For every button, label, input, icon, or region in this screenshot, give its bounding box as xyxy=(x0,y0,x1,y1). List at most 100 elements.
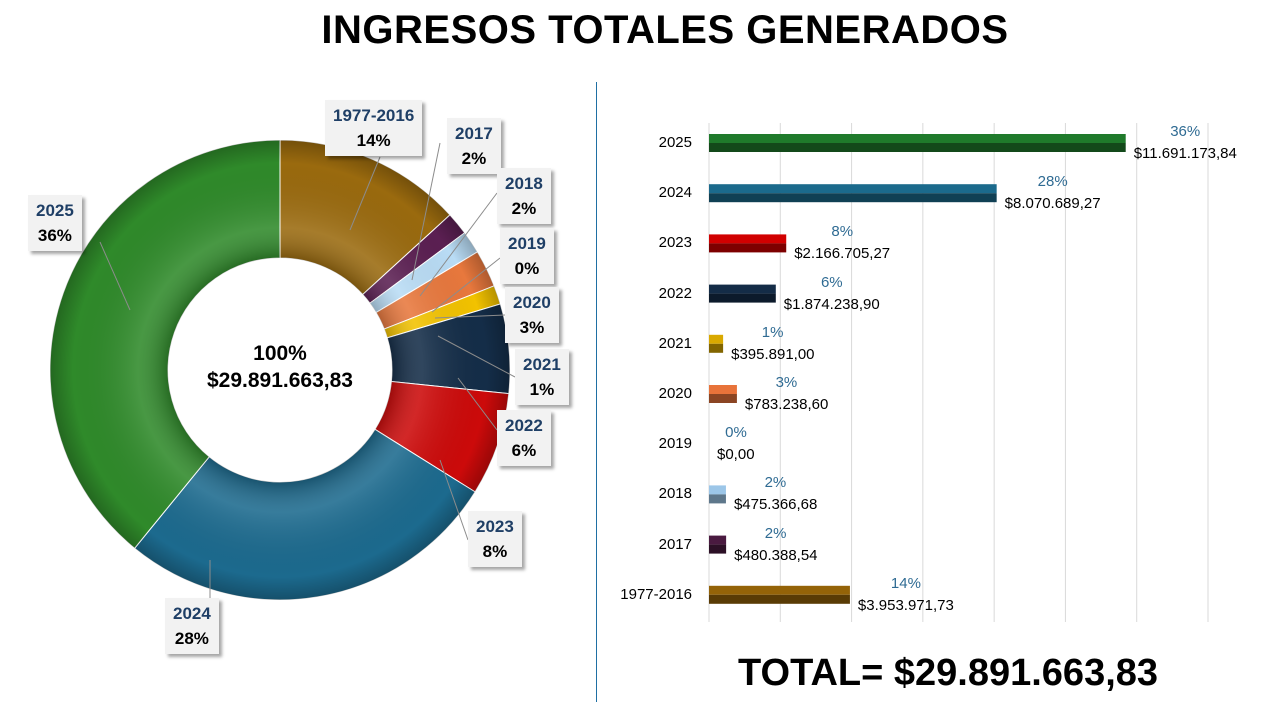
bar-shadow xyxy=(709,394,737,403)
donut-label: 2017 2% xyxy=(447,118,501,174)
donut-label-percent: 36% xyxy=(37,226,72,245)
donut-label: 2021 1% xyxy=(515,349,569,405)
bar-shadow xyxy=(709,193,997,203)
leader-line xyxy=(431,257,501,313)
donut-label-category: 2018 xyxy=(505,174,543,193)
bar-value-label: $2.166.705,27 xyxy=(794,245,891,263)
bar-percent-label: 2% xyxy=(764,474,787,492)
donut-label-category: 2021 xyxy=(523,355,561,374)
leader-line xyxy=(434,314,506,319)
bar-value-label: $0,00 xyxy=(717,446,755,464)
bar-percent-label: 6% xyxy=(820,273,843,291)
leader-line xyxy=(411,142,441,281)
bar-percent-label: 2% xyxy=(764,524,787,542)
donut-slice-shading xyxy=(362,214,465,304)
donut-slice-shading xyxy=(376,251,495,330)
donut-label-percent: 8% xyxy=(482,542,508,561)
bar-category-label: 1977-2016 xyxy=(620,585,692,603)
bar-shadow xyxy=(709,343,724,353)
leader-line xyxy=(419,192,498,297)
donut-slice-shading xyxy=(384,285,501,338)
leader-line xyxy=(349,156,381,231)
bar-category-label: 2023 xyxy=(658,234,692,252)
bar-2022 xyxy=(709,284,776,294)
bar-value-label: $480.388,54 xyxy=(734,546,818,564)
donut-label-category: 2017 xyxy=(455,124,493,143)
bar-shadow xyxy=(709,243,787,253)
donut-label-percent: 2% xyxy=(461,149,487,168)
donut-label-percent: 3% xyxy=(519,318,545,337)
donut-label-category: 1977-2016 xyxy=(333,106,415,125)
donut-label: 2025 36% xyxy=(28,195,82,251)
bar-value-label: $475.366,68 xyxy=(733,496,818,514)
donut-slice-shading xyxy=(280,140,450,295)
donut-center-value: $29.891.663,83 xyxy=(207,369,353,392)
bar-category-label: 2020 xyxy=(658,385,692,402)
donut-label: 1977-2016 14% xyxy=(325,100,423,156)
bar-2023 xyxy=(709,234,787,244)
donut-label-category: 2025 xyxy=(36,201,74,220)
bar-category-label: 2022 xyxy=(658,284,692,302)
leader-line xyxy=(437,335,516,378)
divider xyxy=(596,82,597,702)
bar-2021 xyxy=(709,334,724,344)
bar-shadow xyxy=(709,143,1126,152)
donut-center-label: 100% $29.891.663,83 xyxy=(180,340,380,394)
bar-shadow xyxy=(709,494,726,504)
donut-label-percent: 1% xyxy=(529,380,555,399)
donut-slice-shading xyxy=(374,381,509,492)
bar-2020 xyxy=(709,385,737,394)
donut-label: 2022 6% xyxy=(497,410,551,466)
bar-percent-label: 1% xyxy=(761,323,784,341)
bar-category-label: 2021 xyxy=(658,334,692,352)
donut-label-category: 2022 xyxy=(505,416,543,435)
bar-2024 xyxy=(709,184,997,194)
total-label: TOTAL= $29.891.663,83 xyxy=(738,652,1159,694)
bar-1977-2016 xyxy=(709,585,850,595)
bar-shadow xyxy=(709,293,776,303)
donut-center-percent: 100% xyxy=(253,342,307,365)
donut-label: 2023 8% xyxy=(468,511,522,567)
leader-line xyxy=(439,459,469,541)
donut-slice-shading xyxy=(50,140,280,549)
bar-category-label: 2025 xyxy=(658,134,692,151)
bar-shadow xyxy=(709,544,727,554)
donut-label-percent: 14% xyxy=(356,131,391,150)
bar-value-label: $3.953.971,73 xyxy=(857,596,954,614)
bar-category-label: 2017 xyxy=(658,535,692,553)
leader-line xyxy=(99,241,131,311)
donut-label: 2019 0% xyxy=(500,228,554,284)
bar-percent-label: 0% xyxy=(725,424,747,442)
donut-slice-shading xyxy=(134,429,476,600)
bar-2025 xyxy=(709,134,1126,143)
bar-value-label: $783.238,60 xyxy=(744,396,829,413)
bar-2017 xyxy=(709,535,727,545)
donut-label-percent: 2% xyxy=(511,199,537,218)
donut-slice-shading xyxy=(369,232,478,313)
donut-label-percent: 6% xyxy=(511,441,537,460)
bar-value-label: $395.891,00 xyxy=(731,345,815,363)
donut-label: 2018 2% xyxy=(497,168,551,224)
donut-label-category: 2020 xyxy=(513,293,551,312)
donut-label: 2020 3% xyxy=(505,287,559,343)
bar-category-label: 2019 xyxy=(658,435,692,453)
donut-label: 2024 28% xyxy=(165,598,219,654)
donut-slice-shading xyxy=(387,304,510,394)
bar-value-label: $1.874.238,90 xyxy=(783,295,880,313)
bar-percent-label: 36% xyxy=(1170,123,1201,140)
page-title: INGRESOS TOTALES GENERADOS xyxy=(321,8,1009,52)
donut-label-category: 2024 xyxy=(173,604,211,623)
donut-label-percent: 0% xyxy=(514,259,540,278)
donut-label-category: 2019 xyxy=(508,234,546,253)
bar-shadow xyxy=(709,594,850,604)
bar-percent-label: 3% xyxy=(775,374,798,391)
bar-category-label: 2024 xyxy=(658,184,692,202)
bar-value-label: $8.070.689,27 xyxy=(1004,195,1101,213)
bar-category-label: 2018 xyxy=(658,485,692,503)
bar-value-label: $11.691.173,84 xyxy=(1133,145,1237,162)
bar-percent-label: 14% xyxy=(890,574,921,592)
leader-line xyxy=(457,377,498,431)
bar-percent-label: 8% xyxy=(831,223,854,241)
bar-percent-label: 28% xyxy=(1037,173,1068,191)
